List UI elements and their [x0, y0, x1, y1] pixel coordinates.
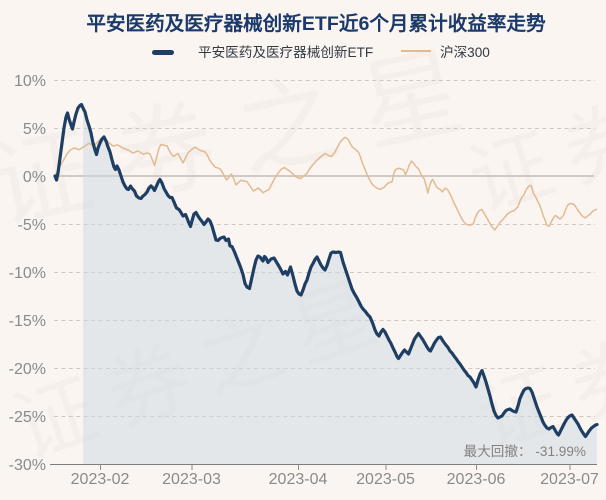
- svg-text:证券之星: 证券之星: [0, 30, 498, 244]
